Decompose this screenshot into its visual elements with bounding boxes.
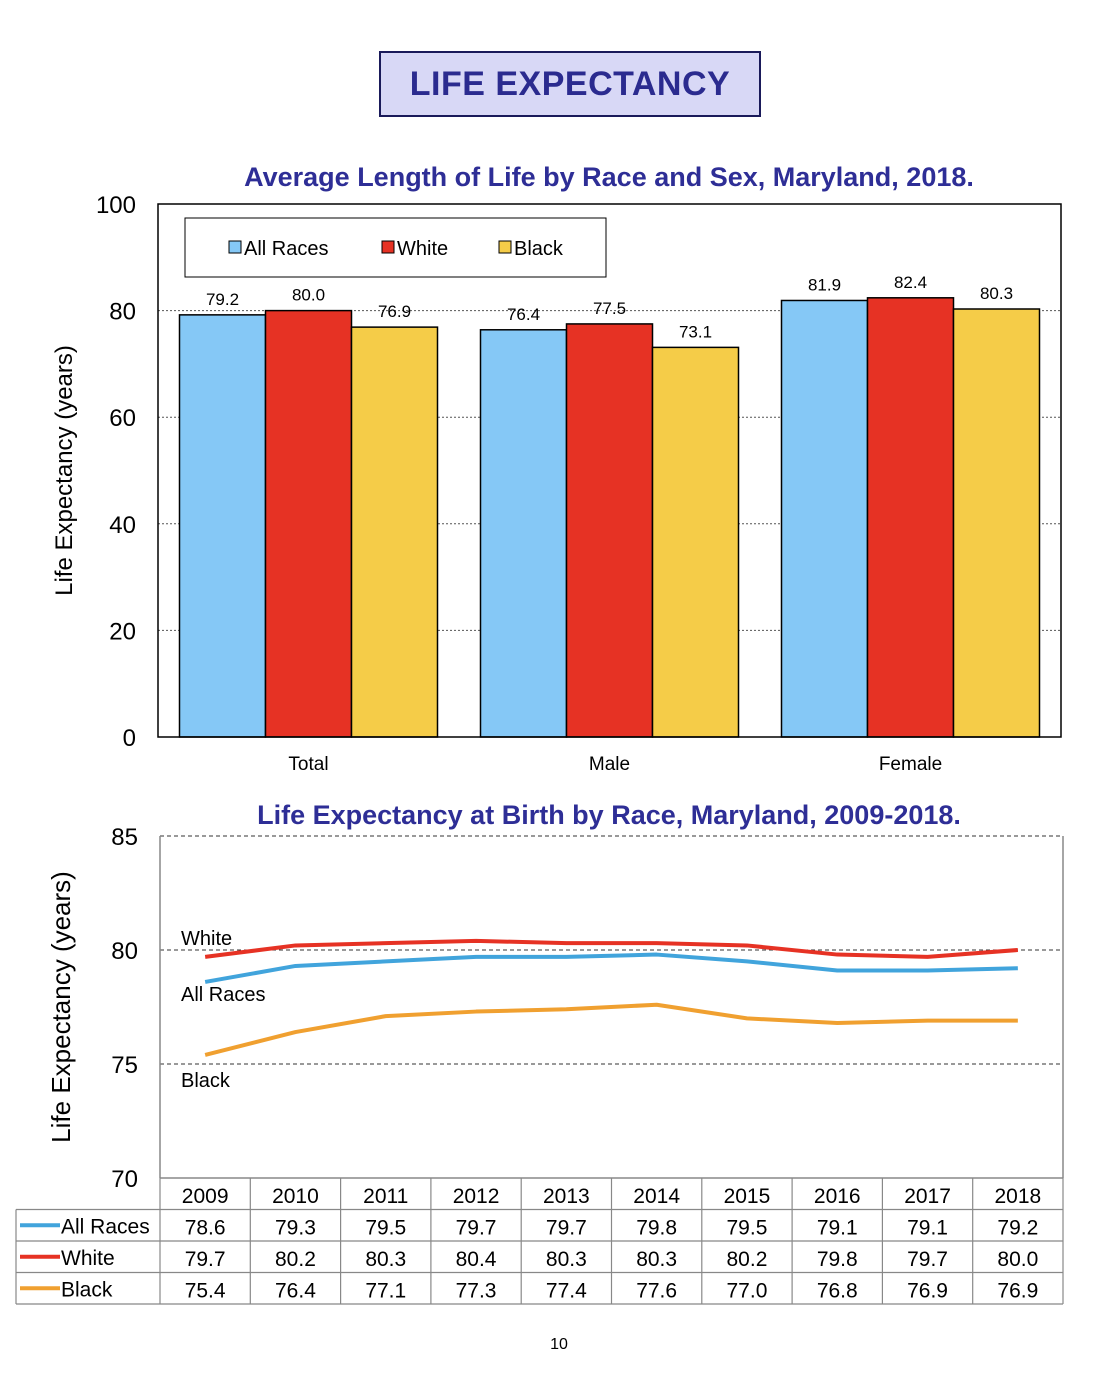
table-row-label: White: [61, 1247, 115, 1270]
legend-swatch-all-races: [228, 240, 242, 254]
line-y-axis-label: Life Expectancy (years): [46, 871, 76, 1143]
table-year-header: 2011: [363, 1185, 408, 1208]
bar-data-label: 76.4: [507, 305, 540, 324]
table-cell: 79.7: [185, 1248, 226, 1271]
table-year-header: 2015: [724, 1185, 771, 1208]
page-title: LIFE EXPECTANCY: [379, 51, 761, 117]
table-cell: 77.6: [636, 1280, 677, 1303]
bar-white: [565, 323, 654, 738]
page-title-text: LIFE EXPECTANCY: [409, 64, 731, 103]
table-cell: 77.4: [546, 1280, 587, 1303]
line-series-black: [204, 1002, 1018, 1057]
table-year-header: 2012: [453, 1185, 500, 1208]
table-cell: 75.4: [185, 1280, 226, 1303]
annotation-black: Black: [181, 1070, 231, 1092]
table-cell: 79.1: [817, 1217, 858, 1240]
table-cell: 80.3: [636, 1248, 677, 1271]
bar-black: [350, 326, 439, 738]
table-cell: 80.2: [727, 1248, 768, 1271]
table-cell: 77.0: [727, 1280, 768, 1303]
bar-data-label: 79.2: [206, 290, 239, 309]
table-year-header: 2014: [633, 1185, 680, 1208]
bar-x-tick-label: Total: [288, 754, 328, 775]
table-cell: 79.1: [907, 1217, 948, 1240]
bar-all-races: [178, 314, 267, 738]
line-series-white: [204, 938, 1019, 959]
table-cell: 76.4: [275, 1280, 316, 1303]
bar-legend-box: [184, 217, 607, 278]
bar-black: [952, 308, 1041, 738]
bar-data-label: 73.1: [679, 322, 712, 341]
bar-data-label: 81.9: [808, 275, 841, 294]
table-cell: 76.9: [997, 1280, 1038, 1303]
table-cell: 79.3: [275, 1217, 316, 1240]
table-cell: 79.5: [365, 1217, 406, 1240]
table-cell: 79.7: [546, 1217, 587, 1240]
table-cell: 80.4: [456, 1248, 497, 1271]
table-year-header: 2016: [814, 1185, 861, 1208]
bar-white: [264, 309, 353, 738]
legend-label: All Races: [244, 238, 328, 260]
page-number: 10: [550, 1336, 568, 1353]
bar-x-tick-label: Female: [879, 754, 942, 775]
bar-plot-frame: [157, 203, 1062, 738]
bar-all-races: [479, 329, 568, 738]
table-cell: 79.7: [907, 1248, 948, 1271]
table-cell: 79.5: [727, 1217, 768, 1240]
line-chart-title: Life Expectancy at Birth by Race, Maryla…: [257, 800, 961, 830]
line-y-tick-label: 80: [111, 938, 138, 965]
bar-white: [866, 297, 955, 738]
annotation-white: White: [181, 928, 232, 950]
annotation-all-races: All Races: [181, 984, 265, 1006]
line-y-tick-label: 70: [111, 1166, 138, 1193]
table-cell: 79.8: [636, 1217, 677, 1240]
table-cell: 78.6: [185, 1217, 226, 1240]
table-cell: 77.3: [456, 1280, 497, 1303]
bar-y-axis-label: Life Expectancy (years): [51, 345, 78, 596]
line-y-tick-label: 75: [111, 1052, 138, 1079]
bar-data-label: 80.3: [980, 284, 1013, 303]
legend-label: White: [397, 238, 448, 260]
bar-y-tick-label: 0: [123, 725, 136, 752]
bar-y-tick-label: 80: [109, 299, 136, 326]
bar-y-tick-label: 40: [109, 512, 136, 539]
bar-data-label: 76.9: [378, 302, 411, 321]
table-cell: 79.8: [817, 1248, 858, 1271]
bar-y-tick-label: 60: [109, 405, 136, 432]
bar-y-tick-label: 100: [96, 192, 136, 219]
table-year-header: 2013: [543, 1185, 590, 1208]
table-row-label: All Races: [61, 1216, 150, 1239]
bar-chart-title: Average Length of Life by Race and Sex, …: [244, 162, 974, 192]
bar-data-label: 80.0: [292, 286, 325, 305]
bar-all-races: [780, 299, 869, 738]
bar-y-tick-label: 20: [109, 618, 136, 645]
table-cell: 80.2: [275, 1248, 316, 1271]
bar-data-label: 77.5: [593, 299, 626, 318]
table-cell: 79.2: [997, 1217, 1038, 1240]
bar-data-label: 82.4: [894, 273, 927, 292]
table-year-header: 2017: [904, 1185, 951, 1208]
table-cell: 80.3: [546, 1248, 587, 1271]
line-y-tick-label: 85: [111, 824, 138, 851]
table-cell: 79.7: [456, 1217, 497, 1240]
table-cell: 76.8: [817, 1280, 858, 1303]
table-year-header: 2009: [182, 1185, 229, 1208]
table-cell: 80.3: [365, 1248, 406, 1271]
legend-swatch-white: [381, 240, 395, 254]
legend-swatch-black: [498, 240, 512, 254]
legend-label: Black: [514, 238, 564, 260]
bar-x-tick-label: Male: [589, 754, 630, 775]
table-cell: 80.0: [997, 1248, 1038, 1271]
table-cell: 77.1: [365, 1280, 406, 1303]
table-cell: 76.9: [907, 1280, 948, 1303]
table-year-header: 2010: [272, 1185, 319, 1208]
table-year-header: 2018: [994, 1185, 1041, 1208]
bar-black: [651, 346, 740, 738]
line-series-all-races: [204, 952, 1018, 984]
table-row-label: Black: [61, 1279, 113, 1302]
